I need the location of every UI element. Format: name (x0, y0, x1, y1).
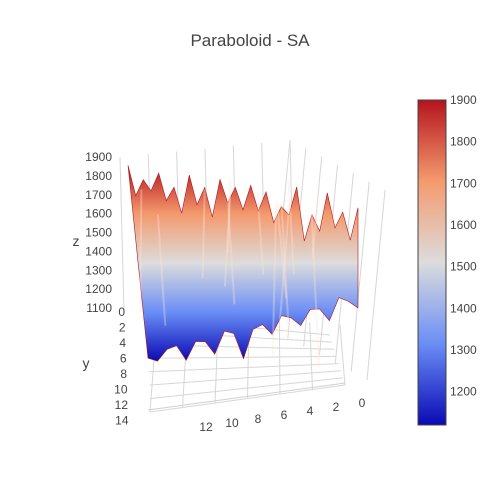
surface-ridge (139, 189, 143, 313)
z-tick-label: 1100 (86, 301, 112, 315)
y-tick-label: 6 (120, 352, 127, 366)
z-tick-label: 1700 (85, 188, 112, 202)
x-tick-label: 4 (307, 404, 314, 418)
colorbar-tick-label: 1400 (450, 301, 477, 315)
x-tick-label: 6 (281, 408, 288, 422)
surface-ridge (276, 204, 288, 299)
surface-ridge (227, 178, 232, 253)
surface-ridge (278, 200, 291, 321)
grid-line (148, 355, 337, 359)
z-tick-label: 1300 (85, 263, 112, 277)
y-tick-label: 10 (114, 383, 128, 397)
surface-ridge (156, 214, 167, 326)
surface[interactable] (127, 165, 359, 368)
grid-line (119, 156, 125, 313)
x-tick-label: 10 (225, 416, 239, 430)
z-tick-label: 1900 (85, 150, 112, 164)
y-tick-label: 8 (120, 367, 127, 381)
surface-ridge (256, 193, 265, 276)
grid-line (309, 322, 313, 390)
z-tick-label: 1800 (85, 169, 112, 183)
colorbar: 1200 1300 1400 1500 1600 1700 1800 1900 (417, 93, 477, 426)
colorbar-tick-label: 1900 (450, 93, 477, 107)
surface-ridge (223, 192, 232, 287)
surface-ridge (271, 200, 278, 357)
x-tick-label: 12 (199, 420, 213, 434)
colorbar-tick-label: 1800 (450, 135, 477, 149)
y-tick-label: 12 (115, 398, 129, 412)
y-tick-label: 0 (118, 305, 125, 319)
z-tick-label: 1600 (85, 207, 112, 221)
grid-line (149, 377, 343, 400)
grid-line (350, 181, 370, 372)
colorbar-gradient (417, 99, 447, 426)
colorbar-tick-label: 1700 (450, 176, 477, 190)
surface-ridge (310, 213, 320, 368)
x-tick-label: 0 (359, 396, 366, 410)
x-axis-line (147, 382, 346, 411)
y-tick-label: 14 (115, 414, 129, 428)
surface-patch[interactable] (127, 165, 359, 362)
z-tick-label: 1200 (85, 282, 112, 296)
x-tick-label: 8 (255, 412, 262, 426)
grid-line (278, 319, 281, 395)
chart-title: Paraboloid - SA (190, 31, 310, 50)
grid-line (149, 363, 339, 373)
z-tick-label: 1500 (85, 226, 112, 240)
grid-line (366, 189, 386, 381)
z-tick-label: 1400 (85, 244, 112, 258)
y-axis-title: y (83, 355, 90, 371)
x-tick-label: 2 (333, 400, 340, 414)
colorbar-tick-label: 1600 (450, 218, 477, 232)
y-tick-label: 2 (119, 321, 126, 335)
surface-ridge (226, 194, 236, 305)
z-axis-title: z (73, 233, 80, 249)
surface-ridge (287, 180, 295, 275)
y-tick-label: 4 (119, 336, 126, 350)
colorbar-tick-label: 1300 (450, 343, 477, 357)
colorbar-tick-label: 1500 (450, 260, 477, 274)
colorbar-tick-label: 1200 (450, 385, 477, 399)
grid-line (339, 324, 346, 386)
surface-ridge (280, 202, 290, 333)
plot-scene[interactable]: 110012001300140015001600170018001900z024… (73, 139, 386, 434)
surface-ridge (311, 185, 321, 258)
surface-ridge (201, 189, 206, 279)
grid-line (149, 370, 341, 386)
